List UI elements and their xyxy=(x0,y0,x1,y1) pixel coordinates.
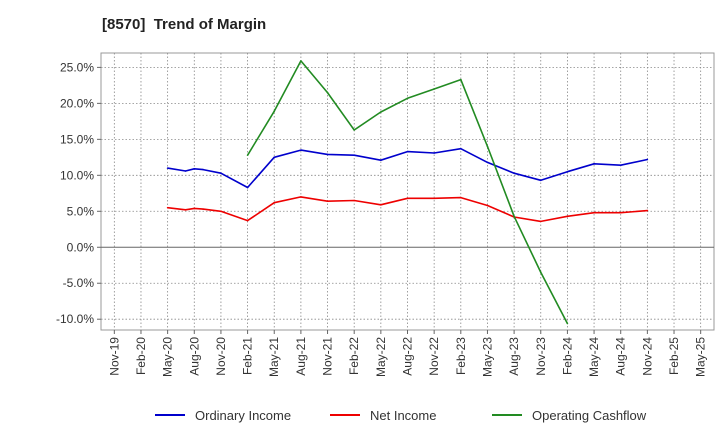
data-point-operating-cashflow xyxy=(486,145,489,148)
data-point-operating-cashflow xyxy=(406,97,409,100)
data-point-ordinary-income xyxy=(566,170,569,173)
data-point-net-income xyxy=(539,220,542,223)
data-point-net-income xyxy=(184,209,187,211)
legend-layer: Ordinary Income Net Income Operating Cashf… xyxy=(155,408,647,423)
data-point-ordinary-income xyxy=(193,168,196,170)
data-point-ordinary-income xyxy=(353,154,355,156)
x-tick-label: Nov-23 xyxy=(534,337,548,376)
data-point-operating-cashflow xyxy=(566,322,569,325)
data-point-net-income xyxy=(380,204,382,206)
data-point-operating-cashflow xyxy=(246,154,249,156)
data-point-net-income xyxy=(566,215,569,218)
x-tick-label: Feb-20 xyxy=(134,337,148,375)
x-tick-label: May-25 xyxy=(694,337,708,377)
data-point-operating-cashflow xyxy=(273,110,276,113)
data-point-operating-cashflow xyxy=(539,271,542,274)
x-tick-label: Feb-22 xyxy=(347,337,361,375)
data-point-operating-cashflow xyxy=(353,129,355,131)
x-tick-label: May-23 xyxy=(480,337,494,377)
data-point-operating-cashflow xyxy=(513,215,515,218)
x-tick-label: Nov-19 xyxy=(107,337,121,376)
data-point-net-income xyxy=(646,209,649,212)
x-tick-label: Nov-20 xyxy=(214,337,228,376)
y-tick-label: -5.0% xyxy=(63,276,95,290)
data-point-operating-cashflow xyxy=(326,91,329,94)
data-point-net-income xyxy=(486,204,489,207)
data-point-ordinary-income xyxy=(246,186,249,189)
data-point-ordinary-income xyxy=(513,172,515,174)
legend-label-ordinary-income: Ordinary Income xyxy=(195,408,291,423)
data-point-ordinary-income xyxy=(593,163,595,165)
x-tick-label: Feb-23 xyxy=(454,337,468,375)
data-point-ordinary-income xyxy=(486,161,489,164)
data-point-ordinary-income xyxy=(300,149,302,151)
data-point-ordinary-income xyxy=(220,172,222,174)
y-tick-label: 15.0% xyxy=(60,132,94,146)
data-point-net-income xyxy=(593,211,595,214)
x-tick-label: May-22 xyxy=(374,337,388,377)
x-tick-label: May-21 xyxy=(267,337,281,377)
data-point-ordinary-income xyxy=(273,156,276,159)
x-tick-label: Nov-21 xyxy=(321,337,335,376)
axes-layer: -10.0% -5.0% 0.0% 5.0% 10.0% 15.0% 20.0% 25.0% N… xyxy=(56,60,708,377)
data-point-net-income xyxy=(193,207,196,210)
data-point-ordinary-income xyxy=(619,164,622,167)
data-point-net-income xyxy=(433,197,435,200)
chart-title: [8570] Trend of Margin xyxy=(102,16,267,33)
x-tick-label: Feb-24 xyxy=(560,337,574,375)
y-tick-label: 0.0% xyxy=(67,240,95,254)
data-point-net-income xyxy=(300,196,302,198)
y-tick-label: 20.0% xyxy=(60,96,94,110)
data-point-net-income xyxy=(460,196,462,199)
x-tick-label: Nov-24 xyxy=(640,337,654,376)
x-tick-label: Nov-22 xyxy=(427,337,441,376)
x-tick-label: Aug-21 xyxy=(294,337,308,376)
x-tick-label: Aug-24 xyxy=(614,337,628,376)
grid-layer xyxy=(100,52,715,331)
data-point-net-income xyxy=(326,200,329,203)
data-point-operating-cashflow xyxy=(300,60,302,62)
data-point-net-income xyxy=(406,197,409,200)
data-point-ordinary-income xyxy=(539,179,542,182)
x-tick-label: May-24 xyxy=(587,337,601,377)
legend-label-net-income: Net Income xyxy=(370,408,436,423)
data-point-ordinary-income xyxy=(460,147,462,150)
data-point-operating-cashflow xyxy=(460,78,462,81)
data-point-net-income xyxy=(202,208,204,210)
data-point-net-income xyxy=(619,211,622,214)
data-point-net-income xyxy=(166,206,169,209)
data-point-operating-cashflow xyxy=(380,111,382,113)
data-point-net-income xyxy=(273,201,276,204)
y-tick-label: 25.0% xyxy=(60,60,94,74)
y-tick-label: 5.0% xyxy=(67,204,95,218)
y-tick-label: -10.0% xyxy=(56,312,94,326)
data-point-ordinary-income xyxy=(166,167,169,169)
data-point-ordinary-income xyxy=(184,170,187,172)
data-point-ordinary-income xyxy=(326,153,329,156)
data-point-ordinary-income xyxy=(380,159,382,162)
data-point-net-income xyxy=(220,210,222,213)
x-tick-label: Aug-20 xyxy=(187,337,201,376)
data-point-net-income xyxy=(353,199,355,202)
x-tick-label: Aug-22 xyxy=(401,337,415,376)
series-layer xyxy=(166,60,649,325)
x-tick-label: Aug-23 xyxy=(507,337,521,376)
data-point-net-income xyxy=(246,219,249,222)
data-point-ordinary-income xyxy=(646,158,649,161)
legend-label-operating-cashflow: Operating Cashflow xyxy=(532,408,647,423)
data-point-ordinary-income xyxy=(406,150,409,153)
y-tick-label: 10.0% xyxy=(60,168,94,182)
x-tick-label: Feb-25 xyxy=(667,337,681,375)
x-tick-label: Feb-21 xyxy=(241,337,255,375)
data-point-operating-cashflow xyxy=(433,88,435,90)
x-tick-label: May-20 xyxy=(161,337,175,377)
data-point-ordinary-income xyxy=(202,168,204,171)
data-point-ordinary-income xyxy=(433,152,435,154)
